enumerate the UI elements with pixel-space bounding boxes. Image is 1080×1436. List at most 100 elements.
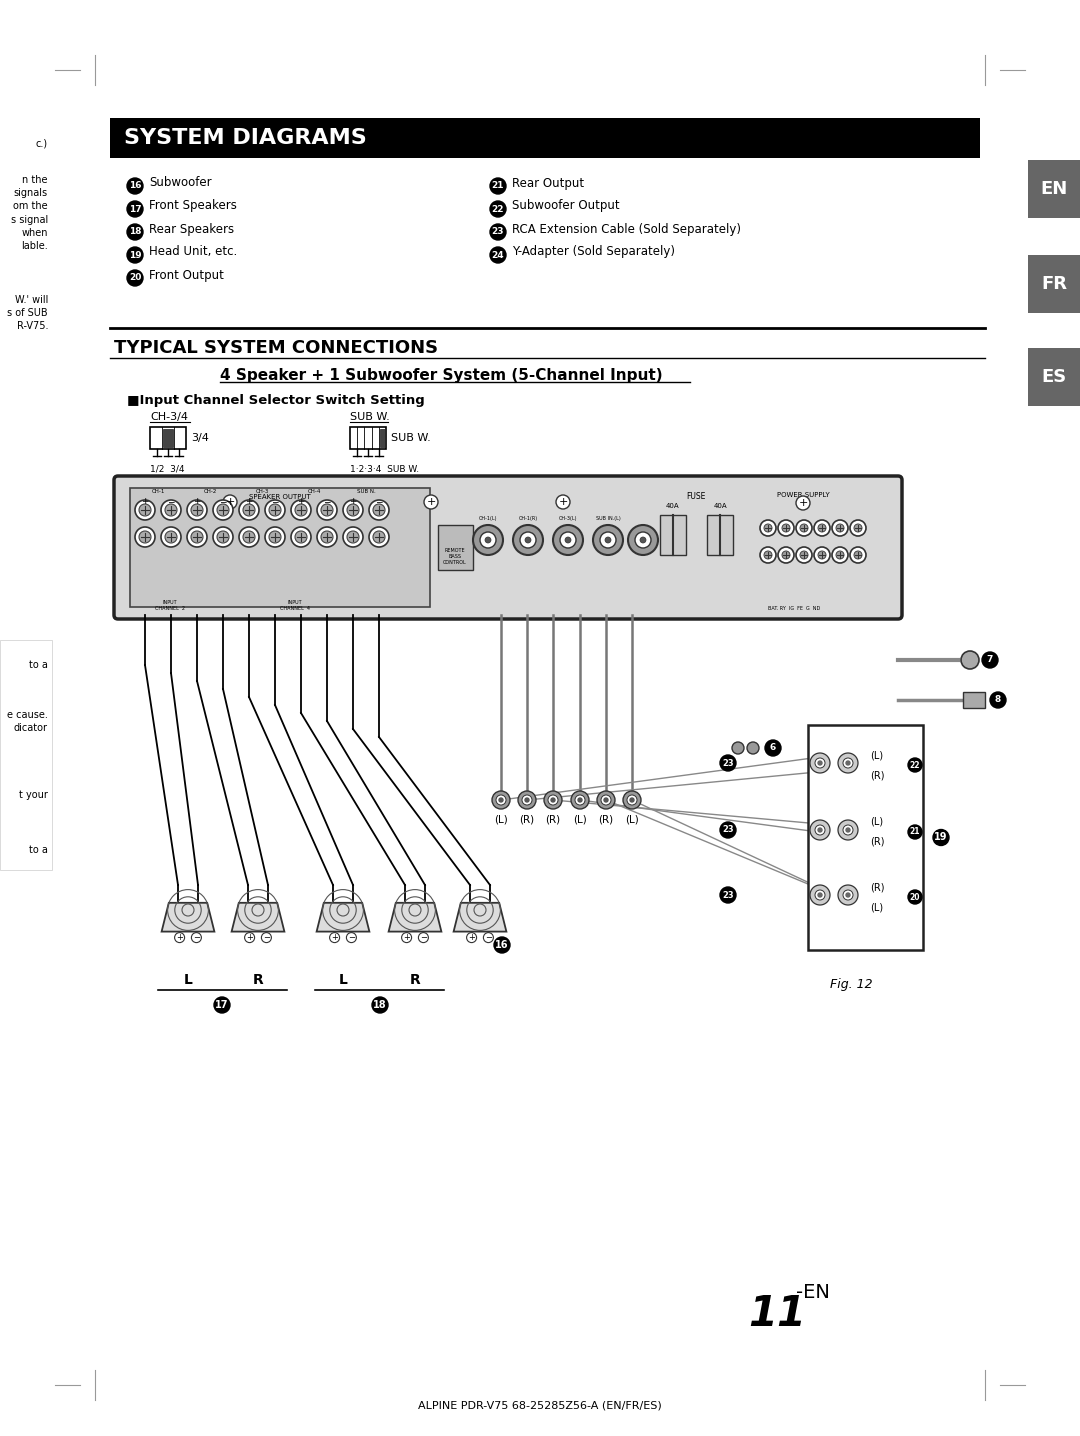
Circle shape xyxy=(165,531,177,543)
Circle shape xyxy=(627,796,637,806)
Text: (L): (L) xyxy=(625,816,639,826)
Circle shape xyxy=(187,527,207,547)
Text: (R): (R) xyxy=(598,816,613,826)
Text: −: − xyxy=(323,497,330,507)
Circle shape xyxy=(838,752,858,773)
Text: CH-4: CH-4 xyxy=(308,490,321,494)
Circle shape xyxy=(318,527,337,547)
Circle shape xyxy=(402,932,411,942)
Bar xyxy=(1028,256,1080,313)
Text: −: − xyxy=(219,497,227,507)
Circle shape xyxy=(747,742,759,754)
Circle shape xyxy=(627,526,658,554)
Polygon shape xyxy=(316,903,369,932)
Circle shape xyxy=(372,997,388,1012)
Bar xyxy=(0,640,52,870)
Circle shape xyxy=(760,520,777,536)
Circle shape xyxy=(191,932,201,942)
Circle shape xyxy=(161,500,181,520)
Text: 8: 8 xyxy=(995,695,1001,705)
Circle shape xyxy=(810,885,831,905)
Circle shape xyxy=(778,520,794,536)
Text: t your: t your xyxy=(19,790,48,800)
Bar xyxy=(110,118,980,158)
Circle shape xyxy=(490,201,507,217)
Circle shape xyxy=(191,504,203,516)
Circle shape xyxy=(630,798,634,801)
Circle shape xyxy=(161,527,181,547)
Circle shape xyxy=(347,504,359,516)
Circle shape xyxy=(213,527,233,547)
Circle shape xyxy=(818,761,822,765)
Circle shape xyxy=(214,997,230,1012)
Circle shape xyxy=(815,826,825,834)
Circle shape xyxy=(484,932,494,942)
Circle shape xyxy=(843,826,853,834)
Text: 22: 22 xyxy=(491,204,504,214)
Text: 17: 17 xyxy=(215,999,229,1010)
Circle shape xyxy=(846,761,850,765)
Circle shape xyxy=(490,224,507,240)
Circle shape xyxy=(191,531,203,543)
Circle shape xyxy=(800,551,808,559)
Circle shape xyxy=(243,531,255,543)
Polygon shape xyxy=(389,903,442,932)
Bar xyxy=(963,692,985,708)
Text: 19: 19 xyxy=(129,250,141,260)
Circle shape xyxy=(490,247,507,263)
Text: 40A: 40A xyxy=(666,503,679,508)
Circle shape xyxy=(818,524,826,531)
Text: 19: 19 xyxy=(934,833,948,843)
Circle shape xyxy=(796,520,812,536)
Circle shape xyxy=(217,504,229,516)
Circle shape xyxy=(222,495,237,508)
Text: CH-1(R): CH-1(R) xyxy=(518,516,538,521)
Circle shape xyxy=(933,830,949,846)
Circle shape xyxy=(720,755,735,771)
Circle shape xyxy=(244,932,255,942)
Circle shape xyxy=(318,500,337,520)
Circle shape xyxy=(623,791,642,808)
Circle shape xyxy=(269,504,281,516)
Text: 21: 21 xyxy=(909,827,920,837)
Circle shape xyxy=(525,537,531,543)
Circle shape xyxy=(369,500,389,520)
Circle shape xyxy=(843,890,853,900)
Text: Front Speakers: Front Speakers xyxy=(149,200,237,213)
Circle shape xyxy=(329,932,339,942)
Circle shape xyxy=(265,500,285,520)
Bar xyxy=(380,429,384,447)
Text: −: − xyxy=(193,933,200,942)
Circle shape xyxy=(908,826,922,839)
Circle shape xyxy=(800,524,808,531)
Circle shape xyxy=(605,537,611,543)
Text: 16: 16 xyxy=(496,941,509,951)
Bar xyxy=(130,488,430,607)
Text: +: + xyxy=(245,497,253,507)
Circle shape xyxy=(604,798,608,801)
Text: SPEAKER OUTPUT: SPEAKER OUTPUT xyxy=(249,494,311,500)
Bar xyxy=(808,725,923,951)
Circle shape xyxy=(838,820,858,840)
Text: SYSTEM DIAGRAMS: SYSTEM DIAGRAMS xyxy=(124,128,367,148)
Circle shape xyxy=(525,798,529,801)
Text: +: + xyxy=(297,497,305,507)
Text: CH-3/4: CH-3/4 xyxy=(150,412,188,422)
Circle shape xyxy=(553,526,583,554)
Circle shape xyxy=(499,798,503,801)
Bar xyxy=(150,426,186,449)
Text: +: + xyxy=(798,498,808,508)
Text: (L): (L) xyxy=(495,816,508,826)
Text: CH-2: CH-2 xyxy=(203,490,217,494)
Text: to a: to a xyxy=(29,661,48,671)
Circle shape xyxy=(548,796,558,806)
Circle shape xyxy=(565,537,571,543)
Circle shape xyxy=(343,527,363,547)
Bar xyxy=(163,429,173,447)
Text: 23: 23 xyxy=(723,758,733,767)
Circle shape xyxy=(127,178,143,194)
Circle shape xyxy=(127,201,143,217)
Text: L: L xyxy=(184,974,192,987)
Circle shape xyxy=(494,938,510,954)
Text: INPUT CHANNEL: INPUT CHANNEL xyxy=(350,475,433,484)
